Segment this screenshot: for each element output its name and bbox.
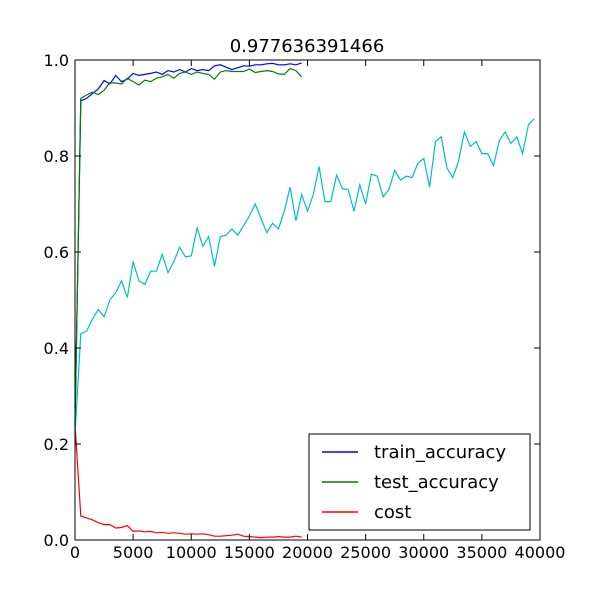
x-tick-label: 15000	[224, 543, 275, 562]
series-layer	[74, 62, 535, 539]
series-line-test-accuracy	[74, 67, 303, 425]
series-line-train-accuracy	[74, 62, 302, 425]
y-tick-label: 0.4	[44, 339, 69, 358]
legend-label: cost	[374, 502, 411, 523]
x-tick-label: 25000	[340, 543, 391, 562]
y-tick-label: 1.0	[44, 51, 69, 70]
legend-label: train_accuracy	[374, 442, 506, 463]
x-tick-label: 40000	[515, 543, 566, 562]
ticks-layer: 0 5000 10000 15000 20000 25000 30000 35000 40000…	[44, 51, 566, 562]
series-line-cost	[74, 424, 302, 539]
chart-title: 0.977636391466	[230, 36, 385, 57]
y-tick-label: 0.0	[44, 531, 69, 550]
x-tick-label: 35000	[456, 543, 507, 562]
x-tick-label: 5000	[113, 543, 154, 562]
x-tick-label: 30000	[398, 543, 449, 562]
x-tick-label: 0	[70, 543, 80, 562]
x-tick-label: 20000	[282, 543, 333, 562]
y-tick-label: 0.8	[44, 147, 69, 166]
x-tick-label: 10000	[166, 543, 217, 562]
y-tick-label: 0.6	[44, 243, 69, 262]
y-tick-label: 0.2	[44, 435, 69, 454]
legend-label: test_accuracy	[374, 472, 499, 493]
series-line-series-3	[74, 118, 535, 435]
